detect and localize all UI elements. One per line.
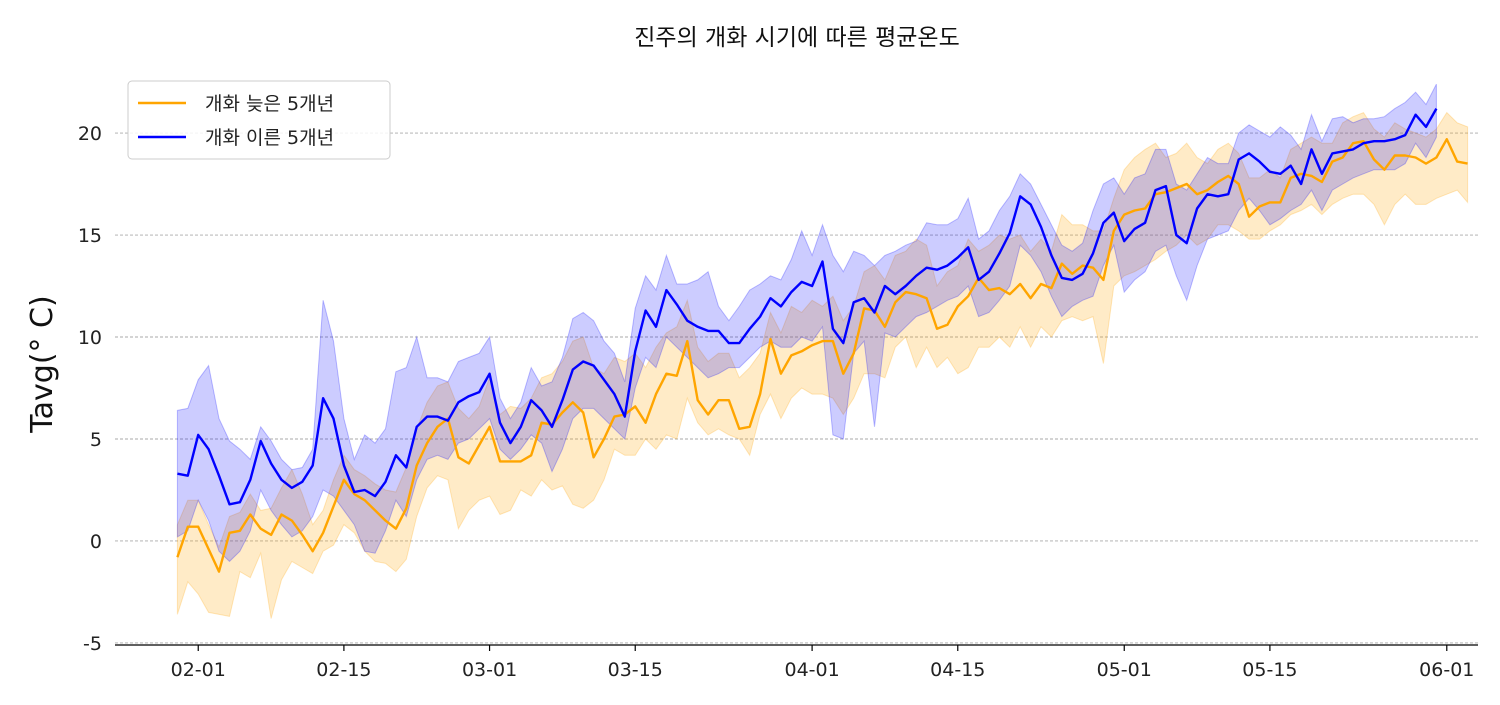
legend: 개화 늦은 5개년 개화 이른 5개년 bbox=[127, 80, 391, 160]
x-tick-label: 02-01 bbox=[171, 659, 226, 681]
chart-title: 진주의 개화 시기에 따른 평균온도 bbox=[634, 25, 959, 51]
y-tick-label: 15 bbox=[78, 225, 102, 247]
legend-label-late: 개화 늦은 5개년 bbox=[205, 93, 334, 115]
y-tick-label: 10 bbox=[78, 327, 102, 349]
x-tick-label: 02-15 bbox=[316, 659, 371, 681]
series-line-1 bbox=[177, 108, 1438, 506]
y-tick-label: 5 bbox=[90, 429, 102, 451]
series-band-1 bbox=[176, 83, 1437, 563]
legend-box bbox=[127, 80, 391, 160]
x-tick-label: 03-15 bbox=[608, 659, 663, 681]
y-tick-label: 0 bbox=[90, 531, 102, 553]
y-tick-labels: -5 0 5 10 15 20 bbox=[78, 123, 102, 655]
y-tick-label: -5 bbox=[83, 633, 102, 655]
x-tick-labels: 02-01 02-15 03-01 03-15 04-01 04-15 05-01 05-15… bbox=[171, 645, 1474, 681]
x-tick-label: 04-01 bbox=[784, 659, 839, 681]
series-lines bbox=[176, 108, 1468, 573]
series-line-0 bbox=[176, 137, 1468, 573]
legend-label-early: 개화 이른 5개년 bbox=[205, 127, 334, 149]
x-tick-label: 06-01 bbox=[1419, 659, 1474, 681]
y-axis-label: Tavg(° C) bbox=[25, 295, 60, 433]
series-band-0 bbox=[176, 111, 1469, 619]
x-tick-label: 03-01 bbox=[462, 659, 517, 681]
x-tick-label: 04-15 bbox=[930, 659, 985, 681]
confidence-bands bbox=[176, 83, 1469, 619]
x-tick-label: 05-15 bbox=[1242, 659, 1297, 681]
x-tick-label: 05-01 bbox=[1097, 659, 1152, 681]
y-tick-label: 20 bbox=[78, 123, 102, 145]
